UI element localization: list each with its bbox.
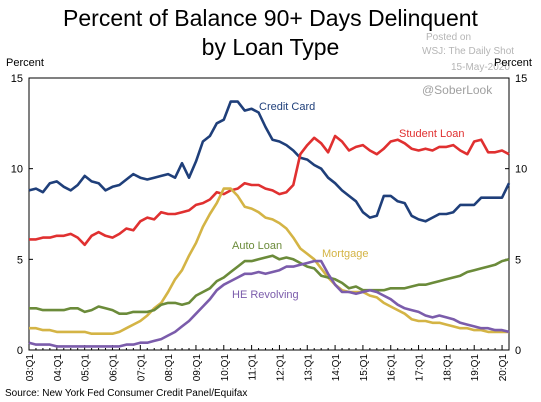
y-tick-label-right: 10 — [515, 164, 527, 176]
x-tick-label: 18:Q1 — [442, 354, 453, 382]
series-label-he-revolving: HE Revolving — [232, 289, 299, 301]
x-tick-label: 06:Q1 — [108, 354, 119, 382]
x-tick-label: 14:Q1 — [331, 354, 342, 382]
source-note: Source: New York Fed Consumer Credit Pan… — [5, 388, 248, 399]
y-tick-label-right: 5 — [515, 254, 521, 266]
series-line-auto-loan — [29, 254, 510, 316]
chart-title-line1: Percent of Balance 90+ Days Delinquent — [63, 5, 478, 31]
x-tick-label: 05:Q1 — [81, 354, 92, 382]
y-axis-label-right: Percent — [494, 57, 532, 69]
y-axis-label-left: Percent — [6, 57, 44, 69]
series-label-auto-loan: Auto Loan — [232, 240, 282, 252]
watermark-source: WSJ: The Daily Shot — [422, 46, 515, 57]
twitter-handle: @SoberLook — [422, 83, 493, 97]
x-tick-label: 12:Q1 — [275, 354, 286, 382]
x-tick-label: 11:Q1 — [248, 354, 259, 381]
series-line-credit-card — [28, 100, 511, 223]
x-tick-label: 15:Q1 — [359, 354, 370, 382]
y-tick-label-left: 15 — [11, 73, 23, 85]
series-label-student-loan: Student Loan — [399, 128, 464, 140]
watermark-posted: Posted on — [426, 32, 472, 43]
x-tick-label: 04:Q1 — [53, 354, 64, 382]
x-tick-label: 08:Q1 — [164, 354, 175, 382]
y-tick-label-right: 0 — [515, 345, 521, 357]
x-tick-label: 03:Q1 — [25, 354, 36, 382]
y-tick-label-left: 5 — [17, 254, 23, 266]
series-label-mortgage: Mortgage — [322, 248, 368, 260]
x-tick-label: 09:Q1 — [192, 354, 203, 382]
watermark-date: 15-May-2020 — [451, 62, 510, 73]
x-tick-label: 13:Q1 — [303, 354, 314, 382]
x-tick-label: 19:Q1 — [470, 354, 481, 382]
x-tick-label: 17:Q1 — [415, 354, 426, 382]
x-tick-label: 07:Q1 — [136, 354, 147, 382]
x-tick-label: 20:Q1 — [498, 354, 509, 382]
series-line-mortgage — [29, 187, 509, 336]
chart-title-line2: by Loan Type — [201, 34, 340, 60]
series-line-he-revolving — [28, 259, 510, 348]
y-tick-label-right: 15 — [515, 73, 527, 85]
y-tick-label-left: 0 — [17, 345, 23, 357]
series-line-student-loan — [29, 134, 510, 247]
x-tick-label: 10:Q1 — [220, 354, 231, 382]
plot-frame — [28, 77, 510, 351]
y-tick-label-left: 10 — [11, 164, 23, 176]
x-tick-label: 16:Q1 — [387, 354, 398, 382]
series-label-credit-card: Credit Card — [259, 101, 315, 113]
chart-title: Percent of Balance 90+ Days Delinquent b… — [0, 4, 541, 62]
